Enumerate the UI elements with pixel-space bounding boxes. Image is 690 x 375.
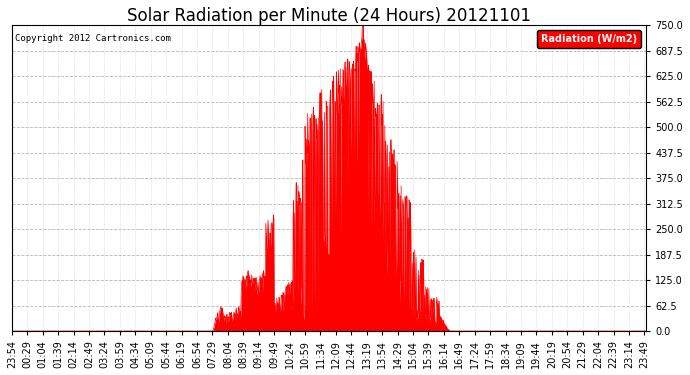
Text: Copyright 2012 Cartronics.com: Copyright 2012 Cartronics.com (15, 34, 171, 43)
Legend: Radiation (W/m2): Radiation (W/m2) (538, 30, 641, 48)
Title: Solar Radiation per Minute (24 Hours) 20121101: Solar Radiation per Minute (24 Hours) 20… (127, 7, 531, 25)
